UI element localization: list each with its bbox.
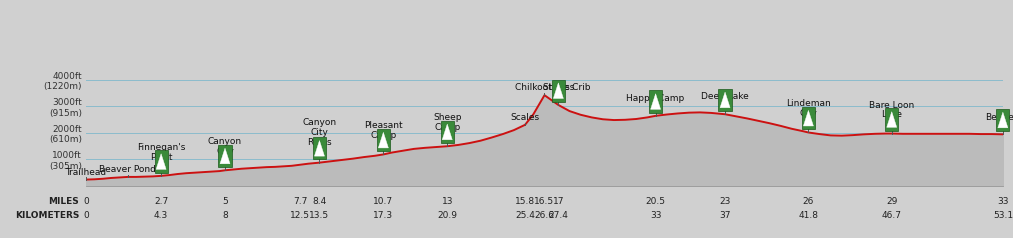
Text: MILES: MILES xyxy=(49,197,79,206)
Text: KILOMETERS: KILOMETERS xyxy=(15,211,79,220)
Text: Bare Loon
Lake: Bare Loon Lake xyxy=(869,101,915,119)
Text: 33: 33 xyxy=(650,211,661,220)
Text: Trailhead: Trailhead xyxy=(66,168,106,177)
Text: Bennett: Bennett xyxy=(985,113,1013,122)
Text: 33: 33 xyxy=(997,197,1009,206)
Text: 5: 5 xyxy=(222,197,228,206)
Text: 17.3: 17.3 xyxy=(374,211,393,220)
Text: 29: 29 xyxy=(886,197,898,206)
Text: 12.5: 12.5 xyxy=(290,211,310,220)
Text: Stone Crib: Stone Crib xyxy=(543,83,591,92)
Text: Sheep
Camp: Sheep Camp xyxy=(433,113,462,132)
Text: Canyon
City: Canyon City xyxy=(208,137,242,156)
Text: 41.8: 41.8 xyxy=(798,211,819,220)
Text: 46.7: 46.7 xyxy=(881,211,902,220)
Text: Scales: Scales xyxy=(511,113,540,122)
Text: 20.9: 20.9 xyxy=(438,211,457,220)
Text: 2.7: 2.7 xyxy=(154,197,168,206)
Text: 23: 23 xyxy=(719,197,730,206)
Text: 13.5: 13.5 xyxy=(309,211,329,220)
Text: Finnegan's
Point: Finnegan's Point xyxy=(137,143,185,162)
Text: Pleasant
Camp: Pleasant Camp xyxy=(364,121,403,140)
Text: 53.1: 53.1 xyxy=(993,211,1013,220)
Text: Happy Camp: Happy Camp xyxy=(626,94,685,103)
Text: 26.6: 26.6 xyxy=(535,211,554,220)
Text: 15.8: 15.8 xyxy=(515,197,535,206)
Text: Deep Lake: Deep Lake xyxy=(701,93,749,101)
Text: 13: 13 xyxy=(442,197,453,206)
Text: 7.7: 7.7 xyxy=(293,197,307,206)
Text: 26: 26 xyxy=(802,197,814,206)
Text: Beaver Pond: Beaver Pond xyxy=(99,165,156,174)
Text: 0: 0 xyxy=(83,211,89,220)
Text: 20.5: 20.5 xyxy=(645,197,666,206)
Text: 8: 8 xyxy=(222,211,228,220)
Text: 8.4: 8.4 xyxy=(312,197,326,206)
Text: Canyon
City
Ruins: Canyon City Ruins xyxy=(303,118,336,147)
Text: Chilkoot Pass: Chilkoot Pass xyxy=(515,83,574,92)
Text: 4.3: 4.3 xyxy=(154,211,168,220)
Text: 27.4: 27.4 xyxy=(548,211,568,220)
Text: 10.7: 10.7 xyxy=(374,197,393,206)
Text: 0: 0 xyxy=(83,197,89,206)
Text: 17: 17 xyxy=(553,197,564,206)
Text: 37: 37 xyxy=(719,211,730,220)
Text: 25.4: 25.4 xyxy=(515,211,535,220)
Text: Lindeman
City: Lindeman City xyxy=(786,99,831,118)
Text: 16.5: 16.5 xyxy=(535,197,554,206)
